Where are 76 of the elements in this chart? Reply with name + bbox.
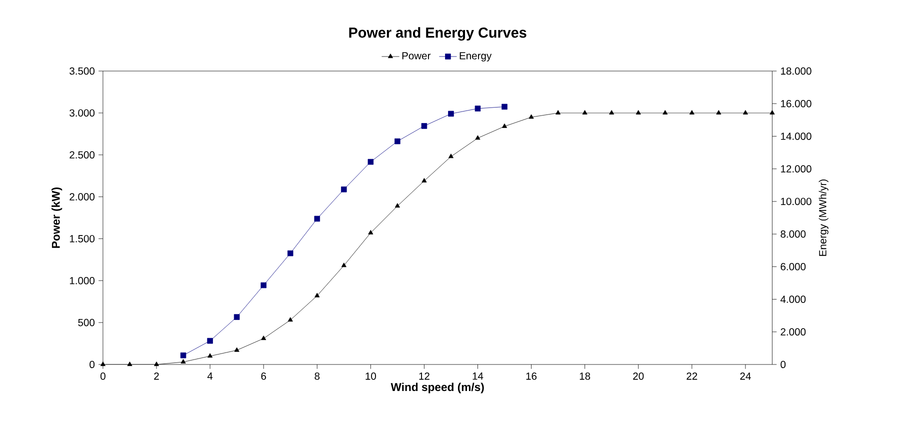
y2-tick-label: 16.000 (781, 100, 812, 108)
x-tick-label: 0 (100, 372, 106, 380)
point (368, 158, 374, 165)
y-tick-label: 2.000 (70, 193, 95, 200)
point (582, 110, 588, 114)
legend-label: Energy (460, 52, 492, 62)
y-tick-label: 1.000 (70, 276, 95, 284)
point (394, 203, 400, 208)
point (287, 250, 294, 256)
point (474, 106, 481, 112)
y2-tick-label: 12.000 (781, 165, 812, 172)
x-tick-label: 22 (686, 372, 698, 380)
point (368, 230, 374, 234)
point (234, 314, 240, 320)
y2-tick-label: 18.000 (781, 67, 812, 75)
point (475, 135, 480, 140)
y-tick-label: 3.500 (70, 67, 95, 75)
point (261, 336, 266, 340)
point (100, 362, 106, 366)
point (421, 123, 428, 129)
y2-tick-label: 8.000 (780, 230, 806, 238)
x-tick-label: 8 (314, 372, 320, 380)
point (314, 292, 320, 298)
point (556, 110, 561, 114)
point (314, 216, 320, 222)
point (260, 282, 266, 288)
point (341, 262, 346, 268)
point (502, 104, 508, 110)
point (609, 110, 614, 114)
point (502, 123, 508, 128)
y2-tick-label: 4.000 (780, 296, 806, 303)
y2-tick-label: 0 (780, 360, 786, 368)
point (636, 110, 641, 114)
point (528, 114, 534, 119)
point (742, 110, 748, 114)
x-tick-label: 20 (633, 372, 644, 380)
legend-label: Power (402, 52, 431, 60)
x-tick-label: 12 (419, 372, 430, 380)
x-tick-label: 4 (207, 372, 213, 380)
point (180, 359, 186, 364)
x-tick-label: 24 (740, 372, 751, 380)
point (208, 353, 213, 358)
point (394, 138, 400, 144)
x-tick-label: 14 (472, 372, 484, 380)
point (154, 362, 160, 366)
point (234, 347, 240, 352)
y-tick-label: 0 (90, 360, 95, 368)
point (448, 110, 454, 117)
x-tick-label: 10 (366, 372, 376, 380)
y-tick-label: 3.000 (70, 109, 95, 117)
point (662, 110, 668, 114)
y2-axis-title: Energy (MWh/yr) (818, 179, 828, 256)
point (341, 186, 347, 192)
y-tick-label: 1.500 (70, 235, 95, 242)
y2-tick-label: 2.000 (780, 328, 806, 336)
y2-tick-label: 6.000 (780, 262, 806, 270)
x-tick-label: 16 (526, 372, 537, 380)
point (448, 154, 454, 158)
chart-title: Power and Energy Curves (349, 27, 526, 41)
point (422, 178, 427, 182)
y2-tick-label: 10.000 (781, 198, 812, 206)
point (207, 338, 213, 344)
point (716, 110, 722, 114)
y-axis-title: Power (kW) (52, 187, 62, 248)
point (288, 317, 293, 322)
x-axis-title: Wind speed (m/s) (390, 382, 484, 394)
x-tick-label: 18 (580, 372, 590, 380)
y-tick-label: 500 (78, 318, 95, 326)
point (180, 352, 186, 358)
x-tick-label: 2 (154, 372, 159, 380)
point (770, 110, 775, 114)
y2-tick-label: 14.000 (781, 132, 812, 140)
x-tick-label: 6 (261, 372, 266, 380)
point (127, 362, 132, 366)
point (689, 110, 694, 114)
y-tick-label: 2.500 (70, 151, 95, 158)
